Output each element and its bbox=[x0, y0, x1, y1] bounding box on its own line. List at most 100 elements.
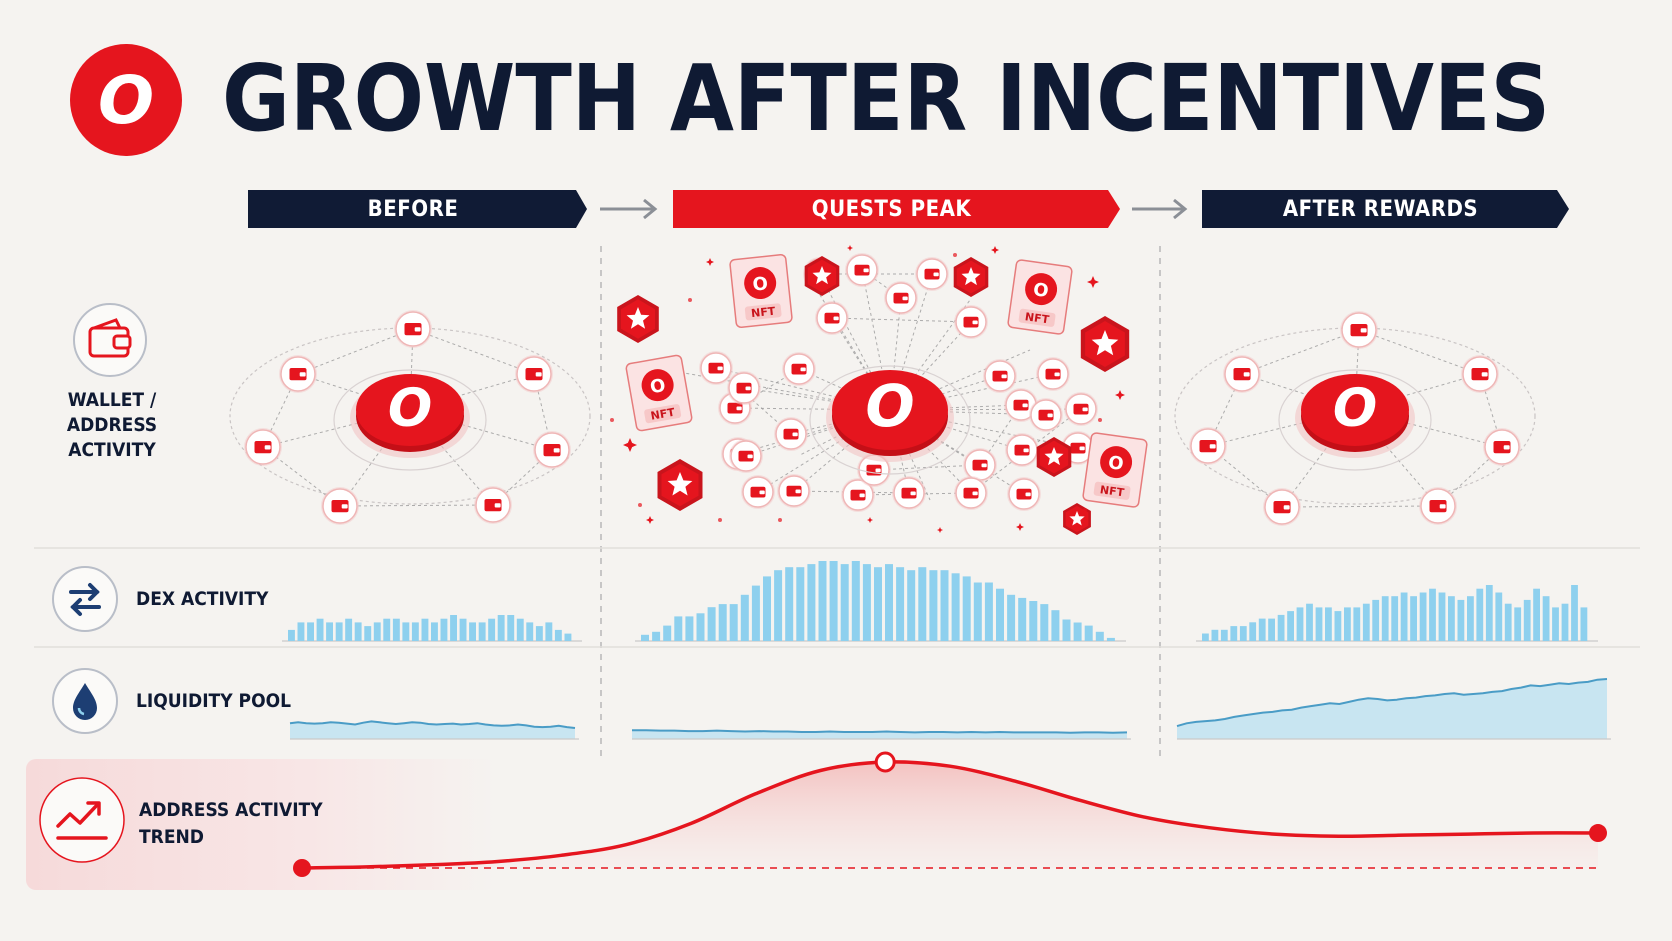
dex-bar bbox=[1467, 596, 1474, 641]
dex-bar bbox=[1106, 637, 1115, 641]
dex-bar bbox=[1258, 618, 1266, 641]
dex-bar bbox=[1429, 588, 1436, 641]
dex-bar bbox=[696, 613, 705, 641]
dex-bar bbox=[907, 570, 916, 641]
dex-bar bbox=[807, 564, 816, 641]
sparkle-icon bbox=[646, 516, 654, 524]
phase-quests-peak-label: QUESTS PEAK bbox=[811, 196, 972, 222]
trend-row-label: ADDRESS ACTIVITY TREND bbox=[139, 799, 323, 848]
dex-bar bbox=[1495, 592, 1503, 641]
dex-bar bbox=[450, 615, 457, 641]
dex-bar bbox=[1353, 607, 1361, 641]
dex-bar bbox=[763, 576, 771, 641]
wallet-node bbox=[741, 475, 775, 509]
nft-badge-icon: O NFT bbox=[729, 254, 793, 328]
dex-bar bbox=[874, 567, 882, 641]
dex-bar bbox=[1362, 603, 1370, 641]
wallet-node bbox=[394, 310, 432, 348]
dex-bar bbox=[1296, 607, 1304, 641]
svg-text:O: O bbox=[1333, 379, 1377, 439]
network-hub-node: O bbox=[333, 369, 487, 471]
star-badge-icon bbox=[657, 459, 703, 511]
dex-bar bbox=[373, 622, 381, 641]
nft-badge-icon: O NFT bbox=[1007, 259, 1073, 335]
dex-bar bbox=[1007, 594, 1016, 641]
dex-bar bbox=[1344, 607, 1351, 641]
dex-bar bbox=[1523, 599, 1531, 641]
dex-bar bbox=[751, 585, 760, 641]
dex-bar bbox=[1062, 619, 1071, 641]
dex-bar bbox=[402, 622, 410, 641]
trend-area bbox=[302, 761, 1598, 868]
wallet-node bbox=[963, 448, 997, 482]
dex-bar bbox=[929, 570, 938, 641]
dex-bar bbox=[440, 618, 448, 641]
wallet-node bbox=[777, 474, 811, 508]
water-drop-icon bbox=[52, 668, 118, 734]
wallet-node bbox=[515, 355, 553, 393]
trend-peak-point bbox=[874, 751, 896, 773]
dex-bar bbox=[652, 631, 661, 641]
sparkle-icon bbox=[1115, 390, 1125, 400]
network-hub-node: O bbox=[809, 365, 971, 475]
wallet-node bbox=[815, 301, 849, 335]
star-badge-icon bbox=[1036, 437, 1072, 477]
star-badge-icon bbox=[617, 295, 659, 343]
nft-badge-icon: O NFT bbox=[625, 354, 693, 432]
dex-bar bbox=[297, 622, 305, 641]
dex-bar bbox=[1249, 622, 1257, 641]
dex-bar bbox=[1372, 599, 1380, 641]
star-badge-icon bbox=[1080, 316, 1130, 372]
dex-bar bbox=[840, 564, 849, 641]
dex-bar bbox=[1571, 585, 1578, 641]
dex-bar bbox=[1381, 596, 1389, 641]
brand-logo-icon: O bbox=[70, 44, 182, 156]
phase-after-rewards-label: AFTER REWARDS bbox=[1282, 196, 1479, 222]
dex-bar bbox=[818, 561, 827, 641]
dex-bar bbox=[497, 615, 505, 641]
dex-bar bbox=[1400, 592, 1408, 641]
wallet-node bbox=[1263, 488, 1301, 526]
dex-bar bbox=[1552, 607, 1559, 641]
dex-bar bbox=[1561, 603, 1569, 641]
dex-bar bbox=[1211, 629, 1219, 641]
dex-bar bbox=[1277, 614, 1285, 641]
wallet-node bbox=[845, 253, 879, 287]
dex-bar bbox=[554, 629, 562, 641]
trend-start-point bbox=[293, 859, 311, 877]
sparkle-icon bbox=[706, 258, 714, 266]
dex-bar bbox=[564, 633, 572, 641]
dex-bar bbox=[545, 622, 553, 641]
sparkle-icon bbox=[847, 245, 853, 251]
wallet-node bbox=[279, 355, 317, 393]
wallet-node bbox=[321, 487, 359, 525]
dex-bar bbox=[316, 618, 324, 641]
wallet-row-label: WALLET / ADDRESS ACTIVITY bbox=[66, 389, 158, 461]
dex-bar bbox=[516, 618, 524, 641]
wallet-node bbox=[954, 305, 988, 339]
dex-bar bbox=[885, 564, 893, 641]
dex-bar bbox=[421, 618, 429, 641]
dex-bar bbox=[785, 567, 794, 641]
star-badge-icon bbox=[804, 256, 840, 296]
dex-bar bbox=[1220, 629, 1228, 641]
svg-text:O: O bbox=[649, 375, 668, 398]
sparkle-icon bbox=[991, 246, 999, 254]
dex-bar bbox=[288, 629, 295, 641]
dex-bar bbox=[1268, 618, 1275, 641]
dex-bar bbox=[1230, 626, 1238, 641]
liquidity-line bbox=[632, 729, 1128, 734]
dex-bar bbox=[1542, 596, 1550, 641]
nft-badge-icon: O NFT bbox=[1082, 432, 1148, 508]
sparkle-icon bbox=[623, 438, 637, 452]
wallet-node bbox=[841, 478, 875, 512]
dex-bar bbox=[996, 588, 1004, 641]
dex-bar bbox=[1325, 607, 1332, 641]
dex-bar bbox=[685, 616, 694, 641]
wallet-node bbox=[1340, 311, 1378, 349]
dex-bar bbox=[1018, 597, 1027, 641]
svg-text:NFT: NFT bbox=[1099, 483, 1125, 499]
wallet-node bbox=[1064, 392, 1098, 426]
dex-bar bbox=[1504, 603, 1512, 641]
